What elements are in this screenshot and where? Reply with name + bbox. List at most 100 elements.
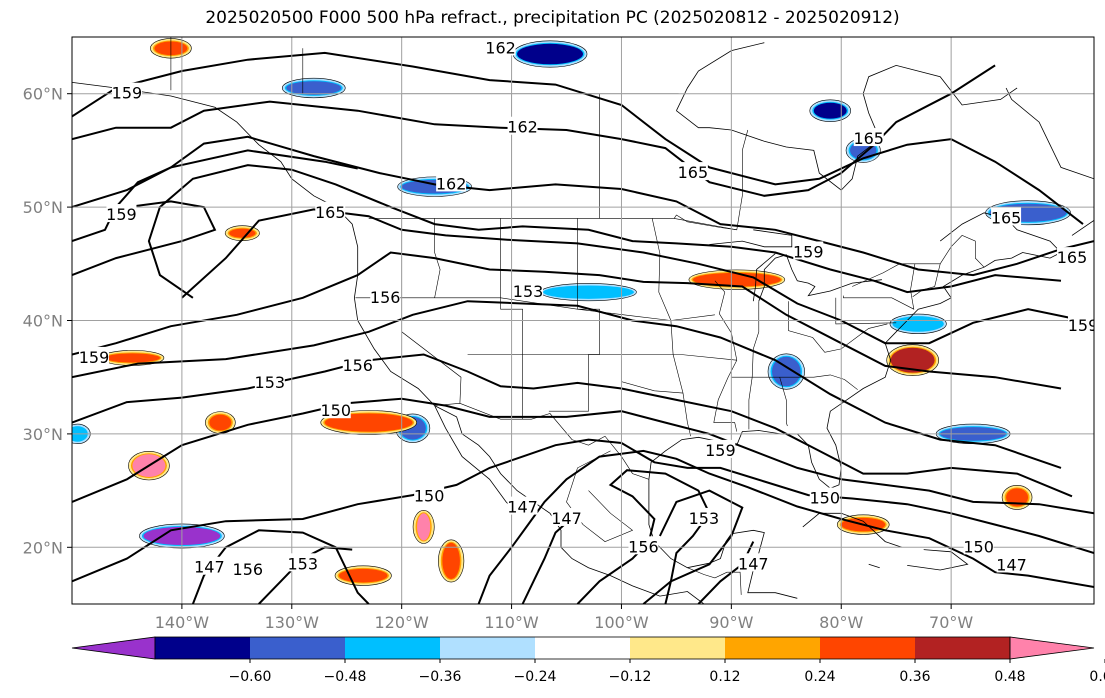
contour-label-bg	[254, 371, 285, 390]
contour-label: 162	[436, 174, 467, 193]
contour-label-bg	[232, 558, 263, 577]
contour-label: 156	[628, 537, 659, 556]
colorbar-segment	[820, 637, 915, 659]
tick-label-lon: 140°W	[155, 613, 210, 632]
tick-label-lon: 120°W	[374, 613, 429, 632]
chart-title: 2025020500 F000 500 hPa refract., precip…	[205, 8, 900, 28]
coastline	[676, 42, 765, 111]
contour-label-bg	[688, 507, 719, 526]
contour-line	[72, 200, 217, 277]
contour-label: 150	[414, 486, 445, 505]
border-line	[835, 297, 897, 325]
shade-cell	[104, 353, 160, 363]
contour-label-bg	[315, 201, 346, 220]
contour-label: 159	[79, 348, 110, 367]
border-line	[674, 129, 749, 231]
colorbar-tick-label: 0.48	[994, 669, 1025, 685]
contour-label-bg	[436, 173, 467, 192]
tick-label-lon: 130°W	[265, 613, 320, 632]
contour-label-bg	[342, 354, 373, 373]
contour-line	[72, 149, 358, 243]
shade-cell	[692, 272, 781, 287]
contour-label-bg	[485, 37, 516, 56]
contour-label: 165	[1057, 248, 1088, 267]
shade-cell	[286, 81, 342, 95]
colorbar-tick-label: −0.36	[419, 669, 462, 685]
shade-cell	[1006, 488, 1029, 507]
contour-line	[72, 300, 1062, 469]
coastlines-borders	[72, 37, 1094, 604]
shade-cell	[890, 347, 935, 373]
coastline	[676, 64, 1018, 191]
contour-label-bg	[738, 553, 769, 572]
contour-label: 159	[112, 84, 143, 103]
contour-label-bg	[507, 496, 538, 515]
contour-label-bg	[996, 554, 1027, 573]
gridlines	[72, 37, 1094, 604]
contour-label: 156	[233, 560, 264, 579]
contour-label: 165	[678, 163, 709, 182]
contour-label: 165	[315, 203, 346, 222]
colorbar-tick-label: −0.12	[609, 669, 652, 685]
tick-label-lon: 70°W	[929, 613, 973, 632]
coastline	[72, 82, 518, 514]
contour-label: 159	[793, 242, 824, 261]
contour-label-bg	[551, 507, 582, 526]
shade-cell	[772, 356, 801, 387]
tick-label-lat: 20°N	[23, 538, 63, 557]
contour-label: 150	[809, 489, 840, 508]
colorbar-tick-label: 0.60	[1089, 669, 1105, 685]
axes: 140°W 130°W 120°W 110°W 100°W 90°W 80°W 70°W 60°…	[23, 85, 974, 632]
contour-label: 165	[991, 208, 1022, 227]
contour-label: 147	[507, 498, 538, 517]
border-line	[731, 374, 858, 390]
contour-label: 159	[106, 205, 137, 224]
contour-label: 159	[705, 441, 736, 460]
contour-label-bg	[513, 281, 544, 300]
colorbar-segment	[440, 637, 535, 659]
border-line	[467, 354, 737, 361]
contour-label-bg	[853, 128, 884, 147]
tick-label-lat: 30°N	[23, 425, 63, 444]
contour-label-bg	[991, 207, 1022, 226]
contour-line	[181, 208, 1084, 345]
border-line	[651, 218, 691, 437]
tick-label-lon: 90°W	[709, 613, 753, 632]
contour-label: 159	[1068, 316, 1099, 335]
colorbar-extend-max	[1009, 636, 1095, 660]
contour-label-bg	[370, 286, 401, 305]
shade-cell	[417, 513, 431, 541]
contour-label-bg	[628, 536, 659, 555]
contour-label-bg	[963, 536, 994, 555]
contour-label-bg	[809, 487, 840, 506]
border-line	[912, 263, 941, 297]
contour-label: 150	[963, 537, 994, 556]
contour-label: 147	[738, 554, 769, 573]
colorbar-tick-label: 0.24	[804, 669, 835, 685]
shade-cell	[813, 102, 847, 119]
contour-label: 162	[485, 38, 516, 57]
contour-line	[521, 517, 573, 604]
coastline	[758, 254, 882, 302]
contour-line	[72, 251, 1062, 390]
contour-label-bg	[793, 241, 824, 260]
colorbar-segment	[155, 637, 250, 659]
tick-label-lat: 60°N	[23, 85, 63, 104]
contour-label: 153	[255, 373, 286, 392]
tick-label-lon: 80°W	[819, 613, 863, 632]
colorbar-tick-label: −0.48	[324, 669, 367, 685]
border-line	[788, 301, 888, 353]
contour-label-bg	[677, 162, 708, 181]
contour-label: 150	[320, 401, 351, 420]
coastline	[709, 229, 793, 248]
contour-label-bg	[320, 400, 351, 419]
colorbar-segment	[250, 637, 345, 659]
colorbar: −0.60 −0.48 −0.36 −0.24 −0.12 0.12 0.24 0.36 0.4…	[71, 636, 1105, 685]
contour-line	[642, 489, 744, 604]
shade-cell	[517, 43, 584, 65]
contour-label: 147	[551, 509, 582, 528]
contour-line	[72, 397, 1094, 515]
colorbar-tick-label: 0.36	[899, 669, 930, 685]
colorbar-extend-min	[71, 636, 156, 660]
contour-label: 147	[996, 555, 1027, 574]
